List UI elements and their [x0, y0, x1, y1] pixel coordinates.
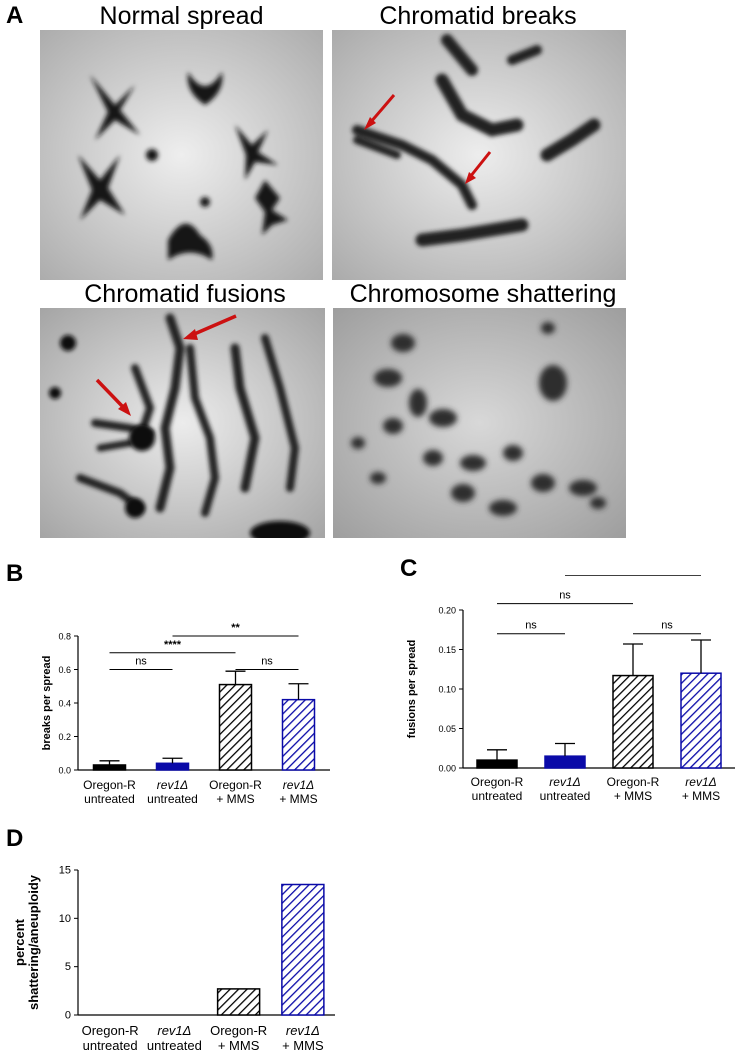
chart-c-comparison-label-1: ns: [525, 620, 537, 632]
chart-b-bar-2: [155, 762, 190, 771]
chart-b-category-label-2: rev1Δ: [157, 778, 188, 792]
micrograph-normal-spread: [40, 30, 323, 280]
chart-c-y-tick-label: 0.20: [438, 606, 456, 616]
chart-c-bar-1: [476, 759, 518, 769]
arrow-break-1: [368, 94, 396, 124]
chart-d-bar-4: [281, 883, 325, 1016]
chart-c-category-label-1: Oregon-R: [471, 775, 524, 789]
chart-c-category-label-2: rev1Δ: [549, 775, 580, 789]
chart-d-y-tick-label: 0: [65, 1010, 71, 1022]
chart-c-category-label-3: Oregon-R: [607, 775, 660, 789]
chart-breaks-per-spread: 0.0 0.2 0.4 0.6 0.8 breaks per spread Oregon-R…: [41, 622, 330, 806]
chart-d-y-label-line2: shattering/aneuploidy: [26, 874, 41, 1010]
chart-c-bar-4: [680, 672, 722, 769]
micrograph-title-fusions: Chromatid fusions: [84, 280, 286, 308]
chart-c-y-tick-label: 0.05: [438, 724, 456, 734]
chart-d-category-label-1: Oregon-R: [82, 1023, 139, 1038]
chart-c-category-sublabel-4: + MMS: [682, 789, 720, 803]
micrograph-title-shattering: Chromosome shattering: [349, 280, 617, 308]
chart-c-bar-3: [612, 674, 654, 769]
chart-b-category-sublabel-3: + MMS: [216, 792, 254, 806]
arrowhead-fusion-1: [183, 329, 198, 340]
micrograph-chromosome-shattering: [333, 308, 626, 538]
chart-c-category-sublabel-3: + MMS: [614, 789, 652, 803]
panel-letter-a: A: [6, 2, 24, 29]
chart-d-category-sublabel-2: untreated: [147, 1038, 202, 1053]
chart-c-y-tick-label: 0.15: [438, 645, 456, 655]
chart-c-category-label-4: rev1Δ: [685, 775, 716, 789]
chart-c-category-sublabel-1: untreated: [472, 789, 523, 803]
chart-b-bar-4: [281, 698, 316, 771]
chart-c-bar-2: [544, 755, 586, 769]
chart-c-y-tick-label: 0.10: [438, 685, 456, 695]
chart-b-comparison-label-3: ****: [164, 639, 182, 651]
chart-d-y-tick-label: 15: [59, 865, 71, 877]
chart-b-category-sublabel-4: + MMS: [279, 792, 317, 806]
chart-b-category-label-4: rev1Δ: [283, 778, 314, 792]
chart-b-y-tick-label: 0.2: [58, 732, 71, 742]
micrograph-title-breaks: Chromatid breaks: [379, 2, 577, 30]
chart-b-y-tick-label: 0.8: [58, 632, 71, 642]
arrow-break-2: [468, 151, 492, 178]
chart-b-comparison-label-1: ns: [135, 656, 147, 668]
chart-percent-shattering: 0 5 10 15 percent shattering/aneuploidy Oregon…: [12, 865, 335, 1053]
arrow-fusion-2: [95, 378, 126, 410]
chart-d-y-tick-label: 10: [59, 913, 71, 925]
chart-b-comparison-label-2: ns: [261, 656, 273, 668]
chart-b-category-sublabel-1: untreated: [84, 792, 135, 806]
chart-b-bar-3: [218, 683, 253, 771]
chart-c-comparison-label-3: ns: [559, 590, 571, 602]
chart-b-comparison-label-4: **: [231, 622, 240, 634]
chart-b-y-label: breaks per spread: [41, 656, 53, 751]
chart-d-y-label-line1: percent: [12, 918, 27, 966]
chart-d-category-label-3: Oregon-R: [210, 1023, 267, 1038]
chart-d-y-tick-label: 5: [65, 961, 71, 973]
chart-b-category-sublabel-2: untreated: [147, 792, 198, 806]
chart-b-y-tick-label: 0.0: [58, 766, 71, 776]
micrograph-chromatid-fusions: [40, 308, 325, 538]
chart-c-y-label: fusions per spread: [406, 640, 418, 738]
micrograph-title-normal: Normal spread: [99, 2, 264, 30]
arrowhead-break-2: [465, 172, 476, 184]
chart-b-y-tick-label: 0.6: [58, 665, 71, 675]
panel-letter-b: B: [6, 560, 24, 587]
arrowhead-break-1: [364, 117, 376, 130]
chart-c-comparison-label-2: ns: [661, 620, 673, 632]
chart-d-category-label-2: rev1Δ: [157, 1023, 191, 1038]
chart-d-category-label-4: rev1Δ: [286, 1023, 320, 1038]
panel-letter-d: D: [6, 825, 24, 852]
arrow-fusion-1: [191, 314, 237, 337]
chart-b-bar-1: [92, 764, 127, 771]
panel-letter-c: C: [400, 555, 418, 582]
chart-fusions-per-spread: 0.00 0.05 0.10 0.15 0.20 fusions per spread Or…: [406, 575, 735, 803]
chart-c-category-sublabel-2: untreated: [540, 789, 591, 803]
chart-c-y-tick-label: 0.00: [438, 764, 456, 774]
chart-b-category-label-3: Oregon-R: [209, 778, 262, 792]
micrograph-chromatid-breaks: [332, 30, 626, 280]
chart-d-category-sublabel-1: untreated: [83, 1038, 138, 1053]
chart-d-bar-3: [216, 988, 261, 1016]
chart-b-category-label-1: Oregon-R: [83, 778, 136, 792]
arrowhead-fusion-2: [118, 402, 131, 416]
chart-d-category-sublabel-3: + MMS: [218, 1038, 260, 1053]
chart-d-category-sublabel-4: + MMS: [282, 1038, 324, 1053]
chart-b-y-tick-label: 0.4: [58, 699, 71, 709]
